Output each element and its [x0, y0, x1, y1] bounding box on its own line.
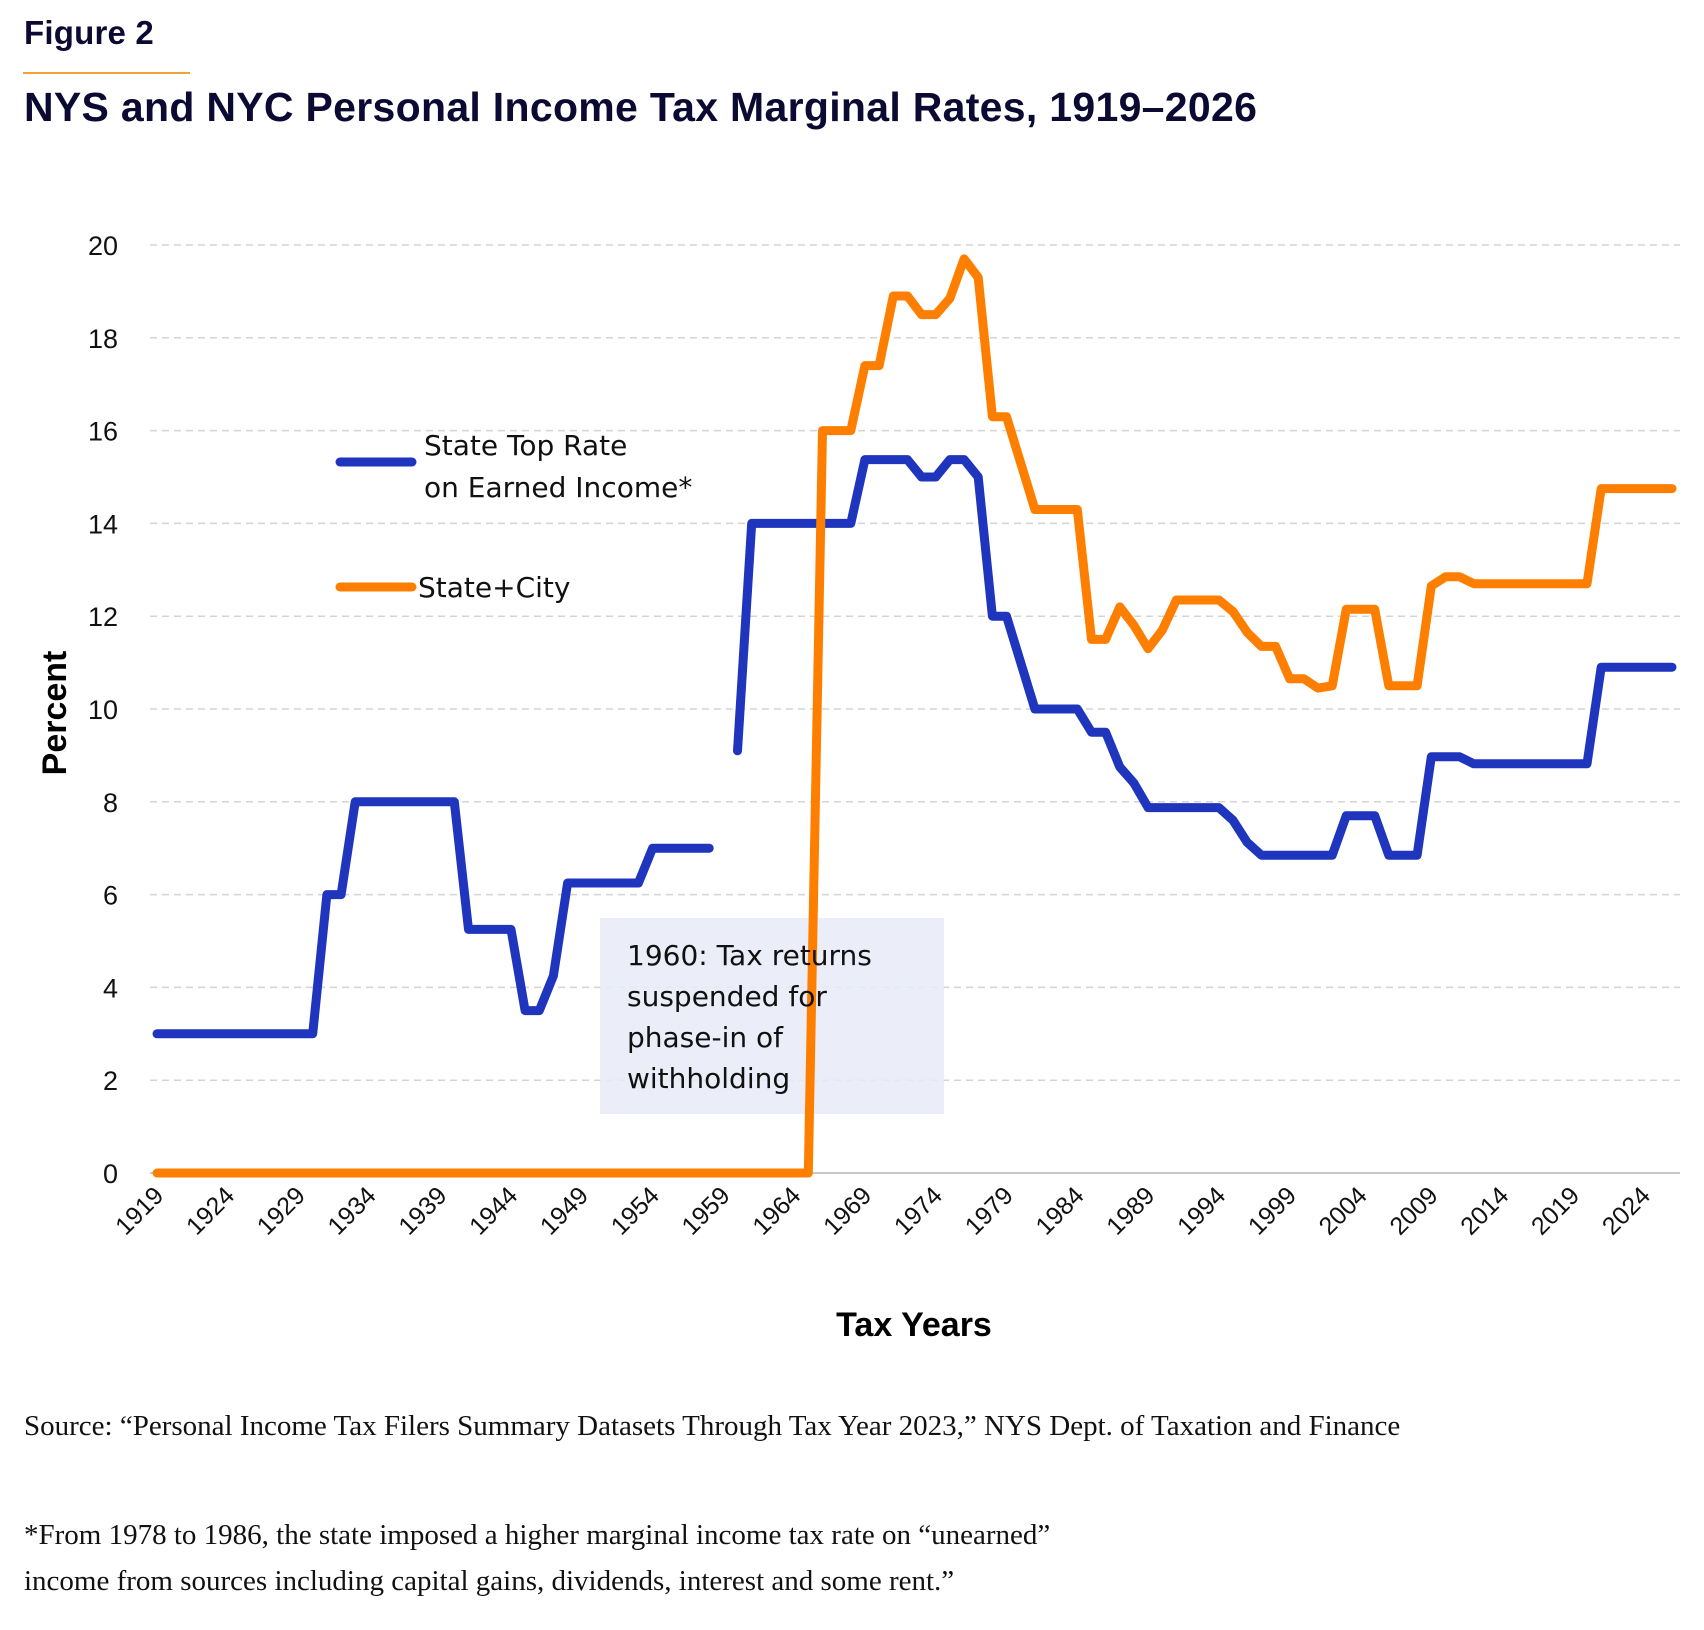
y-tick-label: 0 [103, 1159, 118, 1189]
x-tick-label: 1954 [606, 1181, 665, 1240]
annotation-line: suspended for [627, 980, 827, 1013]
x-tick-label: 2004 [1314, 1181, 1373, 1240]
x-axis-title: Tax Years [836, 1306, 992, 1344]
x-axis-ticks: 1919 1924 1929 1934 1939 1944 1949 1954 1959 1964… [110, 1181, 1656, 1240]
x-tick-label: 1969 [818, 1181, 877, 1240]
legend: State Top Rate on Earned Income* State+Cit… [335, 429, 692, 604]
x-tick-label: 2019 [1526, 1181, 1585, 1240]
legend-label: on Earned Income* [424, 471, 692, 504]
y-tick-label: 8 [103, 788, 118, 818]
state-rate-line [733, 455, 1677, 860]
y-tick-label: 10 [88, 695, 118, 725]
annotation-line: 1960: Tax returns [627, 939, 872, 972]
title-divider [23, 72, 190, 74]
x-tick-label: 1984 [1030, 1181, 1089, 1240]
annotation-line: withholding [627, 1062, 790, 1095]
footnote-line-1: *From 1978 to 1986, the state imposed a … [24, 1519, 1051, 1551]
x-tick-label: 1919 [110, 1181, 169, 1240]
y-tick-label: 4 [103, 973, 118, 1003]
source-note: Source: “Personal Income Tax Filers Summ… [24, 1410, 1401, 1442]
x-tick-label: 1929 [252, 1181, 311, 1240]
y-tick-label: 2 [103, 1066, 118, 1096]
y-tick-label: 18 [88, 324, 118, 354]
x-tick-label: 1924 [181, 1181, 240, 1240]
x-tick-label: 1939 [393, 1181, 452, 1240]
state-rate-line [152, 797, 714, 1039]
x-tick-label: 1959 [676, 1181, 735, 1240]
x-tick-label: 1999 [1243, 1181, 1302, 1240]
annotation-line: phase-in of [627, 1021, 784, 1054]
x-tick-label: 1994 [1172, 1181, 1231, 1240]
x-tick-label: 1974 [889, 1181, 948, 1240]
footnote-line-2: income from sources including capital ga… [24, 1565, 955, 1597]
x-tick-label: 1989 [1101, 1181, 1160, 1240]
y-tick-label: 12 [88, 602, 118, 632]
legend-label: State+City [418, 571, 570, 604]
x-tick-label: 1949 [535, 1181, 594, 1240]
x-tick-label: 1964 [747, 1181, 806, 1240]
footnote: *From 1978 to 1986, the state imposed a … [24, 1512, 1050, 1604]
annotation-text: 1960: Tax returns suspended for phase-in o… [627, 939, 872, 1095]
x-tick-label: 1944 [464, 1181, 523, 1240]
x-tick-label: 2014 [1455, 1181, 1514, 1240]
annotation-background [600, 918, 944, 1114]
x-tick-label: 2024 [1597, 1181, 1656, 1240]
y-axis-title: Percent [36, 651, 74, 776]
y-tick-label: 20 [88, 231, 118, 261]
annotation-box [600, 918, 944, 1114]
chart-title: NYS and NYC Personal Income Tax Marginal… [24, 84, 1258, 130]
y-tick-label: 14 [88, 509, 118, 539]
x-tick-label: 1979 [960, 1181, 1019, 1240]
x-tick-label: 1934 [322, 1181, 381, 1240]
y-tick-label: 6 [103, 881, 118, 911]
x-tick-label: 2009 [1384, 1181, 1443, 1240]
legend-label: State Top Rate [424, 429, 627, 462]
y-tick-label: 16 [88, 417, 118, 447]
y-axis-ticks: 0 2 4 6 8 10 12 14 16 18 20 [88, 231, 118, 1189]
series-lines [152, 254, 1677, 1178]
figure-label: Figure 2 [24, 14, 154, 51]
state-city-line [152, 254, 1677, 1178]
